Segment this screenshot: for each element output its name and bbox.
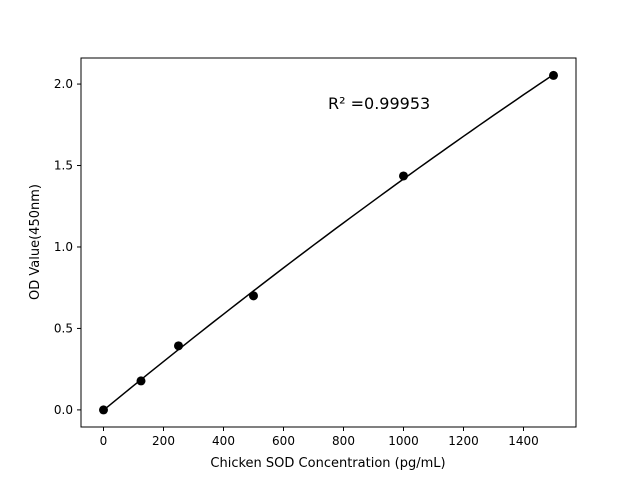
x-tick-label: 1200 [448, 434, 479, 448]
data-point [174, 341, 183, 351]
x-tick-label: 0 [100, 434, 108, 448]
data-point [549, 70, 558, 80]
data-point [399, 171, 408, 181]
data-point [249, 291, 258, 301]
x-tick-label: 600 [272, 434, 295, 448]
y-axis-label: OD Value(450nm) [28, 184, 43, 300]
x-tick-label: 200 [152, 434, 175, 448]
plot-frame [80, 57, 577, 428]
data-point [99, 405, 108, 415]
x-tick-label: 400 [212, 434, 235, 448]
y-tick-label: 2.0 [54, 77, 73, 91]
fit-line [103, 73, 554, 411]
y-tick-label: 1.0 [54, 240, 73, 254]
y-tick-label: 0.0 [54, 403, 73, 417]
y-tick-label: 0.5 [54, 321, 73, 335]
x-tick-label: 1400 [508, 434, 539, 448]
x-tick-label: 1000 [388, 434, 419, 448]
y-tick-label: 1.5 [54, 159, 73, 173]
x-tick-label: 800 [332, 434, 355, 448]
r-squared-annotation: R² =0.99953 [328, 94, 430, 113]
data-point [136, 376, 146, 386]
x-axis-label: Chicken SOD Concentration (pg/mL) [210, 456, 445, 471]
